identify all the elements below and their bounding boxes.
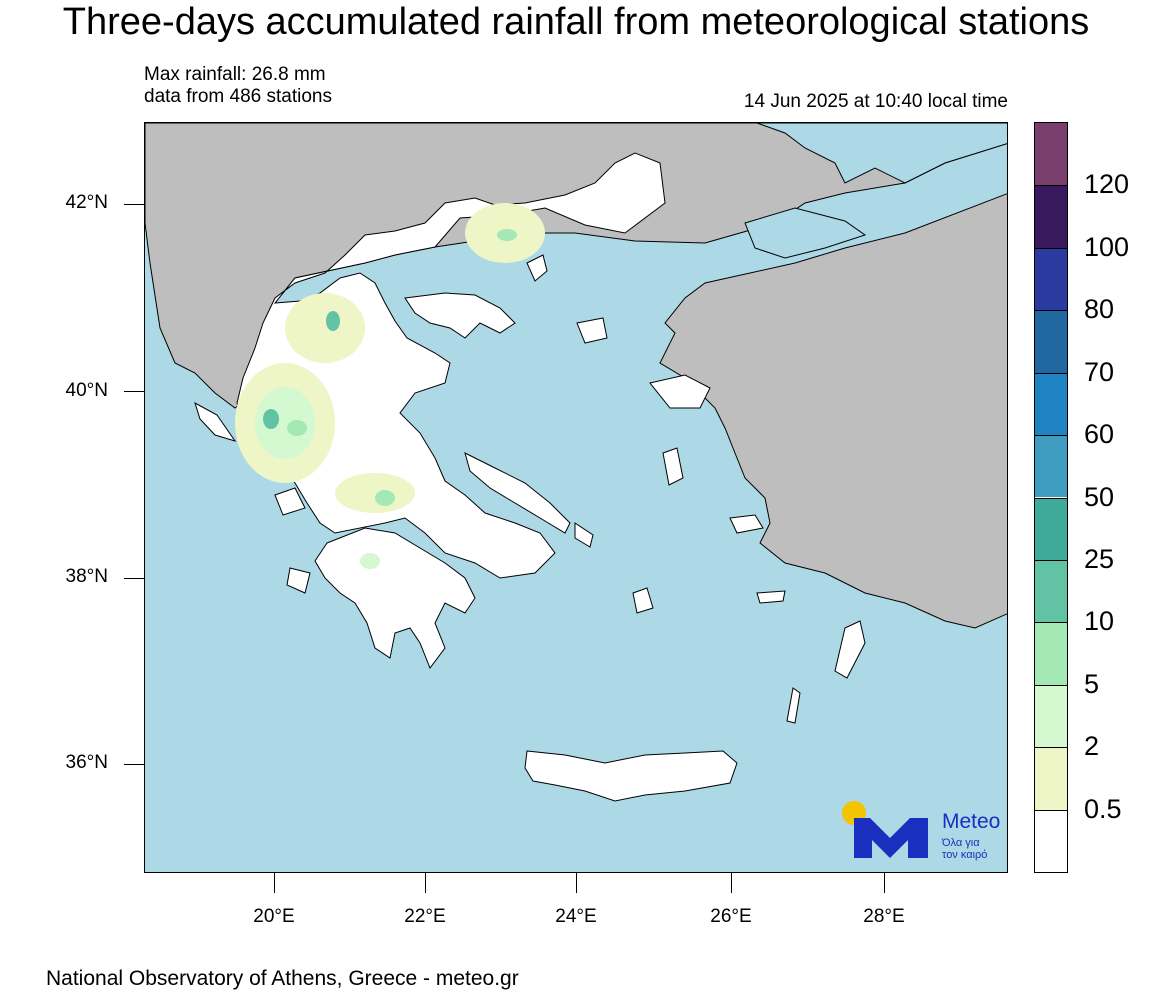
footer-credit: National Observatory of Athens, Greece -… [46, 967, 519, 990]
max-rainfall-text: Max rainfall: 26.8 mm [144, 64, 326, 85]
legend-label: 100 [1084, 231, 1130, 262]
legend-swatch [1035, 372, 1067, 436]
naxos [632, 587, 654, 614]
lat-tick [124, 764, 144, 765]
legend-label: 70 [1084, 356, 1115, 387]
lemnos [576, 317, 608, 344]
lon-tick [884, 873, 885, 893]
legend-swatch [1035, 809, 1067, 872]
rain-west-greece-mid [255, 387, 315, 459]
rain-west-greece-peak-2 [287, 420, 307, 436]
lon-label-20: 20°E [253, 906, 295, 927]
legend-colorbar [1034, 122, 1068, 873]
kos [756, 590, 786, 604]
legend-swatch [1035, 559, 1067, 623]
lat-label-38: 38°N [65, 566, 108, 587]
peloponnese [314, 527, 476, 670]
thasos [526, 254, 548, 282]
legend-label: 5 [1084, 668, 1100, 699]
legend-swatch [1035, 247, 1067, 311]
lat-label-42: 42°N [65, 192, 108, 213]
logo-wordmark: Meteo [942, 810, 1001, 833]
lat-label-36: 36°N [65, 752, 108, 773]
rain-central [335, 473, 415, 513]
crete [524, 750, 738, 802]
map-canvas [145, 123, 1007, 802]
legend-swatch [1035, 497, 1067, 560]
legend-label: 120 [1084, 169, 1130, 200]
rain-north-west [285, 293, 365, 363]
marmara-sea [744, 207, 867, 259]
legend-swatch [1035, 435, 1067, 498]
lat-tick [124, 578, 144, 579]
map-title: Three-days accumulated rainfall from met… [62, 1, 1090, 43]
rain-central-peak [375, 490, 395, 506]
legend-label: 10 [1084, 606, 1115, 637]
lon-label-24: 24°E [555, 906, 597, 927]
chalkidiki [404, 292, 516, 339]
samos [729, 514, 764, 534]
legend-label: 80 [1084, 294, 1115, 325]
rain-north-peak [497, 229, 517, 241]
karpathos [786, 687, 801, 724]
legend-swatch [1035, 185, 1067, 248]
legend-swatch [1035, 747, 1067, 810]
logo-tagline-line-1: Όλα για [942, 837, 980, 849]
meteo-logo-mark [842, 801, 928, 858]
rain-north-west-peak [326, 311, 340, 331]
logo-tagline-line-2: τον καιρό [942, 849, 988, 861]
anatolia-land [659, 193, 1007, 629]
legend-label: 2 [1084, 731, 1100, 762]
legend-label: 0.5 [1084, 793, 1122, 824]
lon-tick [274, 873, 275, 893]
lon-label-22: 22°E [404, 906, 446, 927]
lon-label-28: 28°E [863, 906, 905, 927]
lat-label-40: 40°N [65, 380, 108, 401]
legend-swatch [1035, 310, 1067, 373]
legend-swatch [1035, 622, 1067, 685]
legend-label: 60 [1084, 419, 1115, 450]
lat-tick [124, 204, 144, 205]
legend-label: 25 [1084, 543, 1115, 574]
andros [574, 522, 594, 548]
legend-label: 50 [1084, 481, 1115, 512]
logo-tagline: Όλα για τον καιρό [942, 837, 987, 861]
corfu [194, 401, 237, 442]
lesvos [649, 374, 711, 409]
zakynthos [286, 567, 311, 594]
chios [662, 447, 684, 486]
lon-label-26: 26°E [710, 906, 752, 927]
meteo-logo: Meteo Όλα για τον καιρό [842, 800, 1012, 864]
black-sea [756, 123, 1007, 184]
legend-swatch [1035, 684, 1067, 748]
rain-peloponnese [360, 553, 380, 569]
lat-tick [124, 391, 144, 392]
legend-swatch [1035, 123, 1067, 186]
lon-tick [425, 873, 426, 893]
rhodes [834, 620, 866, 679]
kefalonia [274, 487, 306, 516]
rainfall-map [144, 122, 1008, 873]
info-block: Max rainfall: 26.8 mm data from 486 stat… [144, 64, 332, 108]
lon-tick [731, 873, 732, 893]
lon-tick [576, 873, 577, 893]
rain-west-greece-peak [263, 409, 279, 429]
euboea [464, 452, 571, 534]
station-count-text: data from 486 stations [144, 86, 332, 107]
timestamp-text: 14 Jun 2025 at 10:40 local time [743, 91, 1008, 112]
